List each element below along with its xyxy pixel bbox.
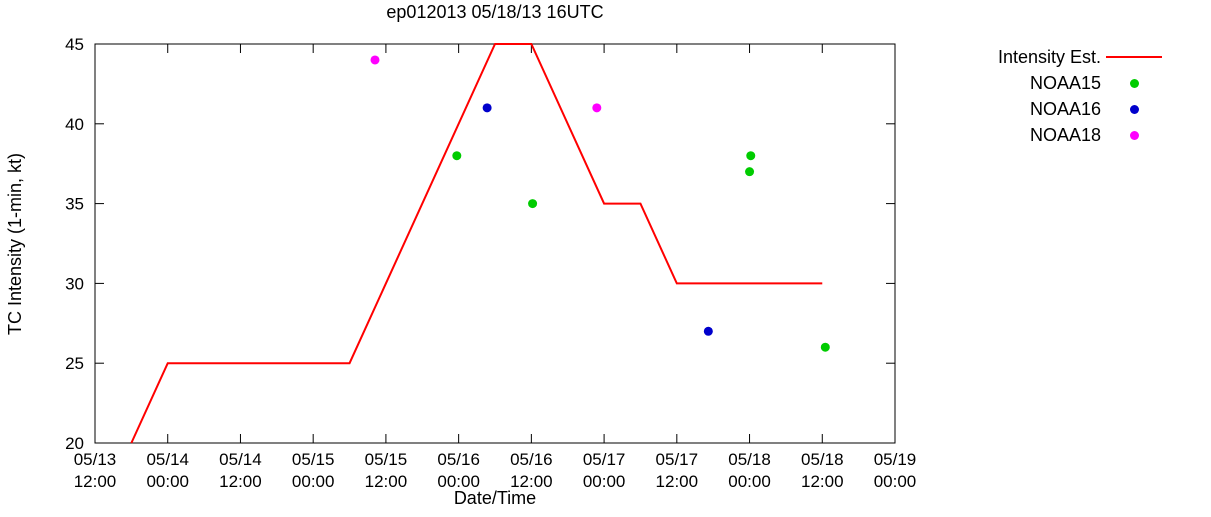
y-tick-label: 25 <box>65 354 84 373</box>
legend-dot-sample <box>1101 104 1167 114</box>
legend-dot-sample <box>1101 130 1167 140</box>
x-tick-label-date: 05/15 <box>365 450 408 469</box>
noaa18-point <box>592 103 602 113</box>
x-axis-label: Date/Time <box>453 488 537 508</box>
chart-title: ep012013 05/18/13 16UTC <box>386 2 604 22</box>
x-tick-label-date: 05/17 <box>583 450 626 469</box>
y-tick-label: 30 <box>65 274 84 293</box>
x-tick-label-time: 00:00 <box>146 472 189 491</box>
x-tick-label-date: 05/18 <box>801 450 844 469</box>
x-tick-label-date: 05/19 <box>874 450 917 469</box>
noaa16-point <box>703 326 713 336</box>
x-tick-label-time: 12:00 <box>656 472 699 491</box>
plot-border <box>94 43 896 444</box>
y-tick-label: 35 <box>65 195 84 214</box>
noaa15-point <box>452 151 462 161</box>
noaa15-point <box>820 342 830 352</box>
legend-label: Intensity Est. <box>997 46 1101 67</box>
noaa18-point <box>370 55 380 65</box>
legend: Intensity Est. NOAA15 NOAA16 NOAA18 <box>955 44 1167 148</box>
x-tick-label-time: 12:00 <box>74 472 117 491</box>
x-tick-label-time: 12:00 <box>510 472 553 491</box>
noaa15-point <box>745 167 755 177</box>
x-tick-label-time: 12:00 <box>365 472 408 491</box>
x-tick-label-time: 00:00 <box>292 472 335 491</box>
legend-line-sample <box>1101 56 1167 58</box>
noaa15-point <box>746 151 756 161</box>
x-tick-label-date: 05/14 <box>219 450 262 469</box>
x-tick-label-time: 00:00 <box>437 472 480 491</box>
x-tick-label-date: 05/15 <box>292 450 335 469</box>
legend-label: NOAA16 <box>1029 98 1101 119</box>
x-tick-label-date: 05/17 <box>656 450 699 469</box>
x-tick-label-time: 00:00 <box>583 472 626 491</box>
legend-item-noaa18: NOAA18 <box>955 122 1167 148</box>
x-tick-label-time: 12:00 <box>219 472 262 491</box>
x-tick-label-date: 05/14 <box>146 450 189 469</box>
x-tick-label-time: 00:00 <box>874 472 917 491</box>
legend-item-noaa15: NOAA15 <box>955 70 1167 96</box>
noaa15-point <box>528 199 538 209</box>
x-tick-label-time: 12:00 <box>801 472 844 491</box>
x-tick-label-date: 05/13 <box>74 450 117 469</box>
x-tick-label-date: 05/16 <box>437 450 480 469</box>
y-tick-label: 45 <box>65 35 84 54</box>
legend-label: NOAA18 <box>1029 124 1101 145</box>
y-tick-label: 40 <box>65 115 84 134</box>
x-tick-label-time: 00:00 <box>728 472 771 491</box>
legend-item-intensity-est: Intensity Est. <box>955 44 1167 70</box>
x-tick-label-date: 05/16 <box>510 450 553 469</box>
x-tick-label-date: 05/18 <box>728 450 771 469</box>
y-tick-label: 20 <box>65 434 84 453</box>
legend-item-noaa16: NOAA16 <box>955 96 1167 122</box>
intensity-line <box>130 43 823 444</box>
legend-label: NOAA15 <box>1029 72 1101 93</box>
noaa16-point <box>482 103 492 113</box>
legend-dot-sample <box>1101 78 1167 88</box>
